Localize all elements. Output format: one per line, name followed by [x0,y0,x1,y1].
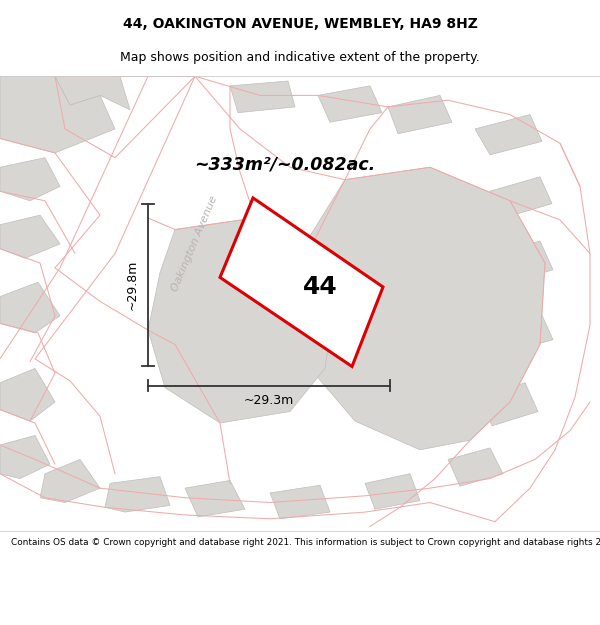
Polygon shape [0,76,115,153]
Polygon shape [365,474,420,509]
Text: Contains OS data © Crown copyright and database right 2021. This information is : Contains OS data © Crown copyright and d… [11,538,600,547]
Polygon shape [480,382,538,426]
Polygon shape [0,282,60,333]
Polygon shape [0,436,50,479]
Polygon shape [490,241,553,285]
Polygon shape [490,177,552,218]
Polygon shape [270,485,330,519]
Polygon shape [230,81,295,112]
Polygon shape [295,168,545,450]
Text: ~29.3m: ~29.3m [244,394,294,408]
Text: 44, OAKINGTON AVENUE, WEMBLEY, HA9 8HZ: 44, OAKINGTON AVENUE, WEMBLEY, HA9 8HZ [122,18,478,31]
Polygon shape [448,448,503,486]
Text: ~29.8m: ~29.8m [125,260,139,310]
Polygon shape [318,86,382,122]
Polygon shape [55,76,130,110]
Polygon shape [0,158,60,201]
Text: Map shows position and indicative extent of the property.: Map shows position and indicative extent… [120,51,480,64]
Text: 44: 44 [302,275,337,299]
Text: ~333m²/~0.082ac.: ~333m²/~0.082ac. [194,156,376,173]
Polygon shape [388,96,452,134]
Polygon shape [105,477,170,512]
Text: Oakington Avenue: Oakington Avenue [170,194,220,293]
Polygon shape [40,459,100,503]
Polygon shape [148,218,335,423]
Polygon shape [220,198,383,366]
Polygon shape [0,368,55,421]
Polygon shape [185,481,245,517]
Polygon shape [490,311,553,354]
Polygon shape [0,215,60,258]
Polygon shape [475,114,542,155]
